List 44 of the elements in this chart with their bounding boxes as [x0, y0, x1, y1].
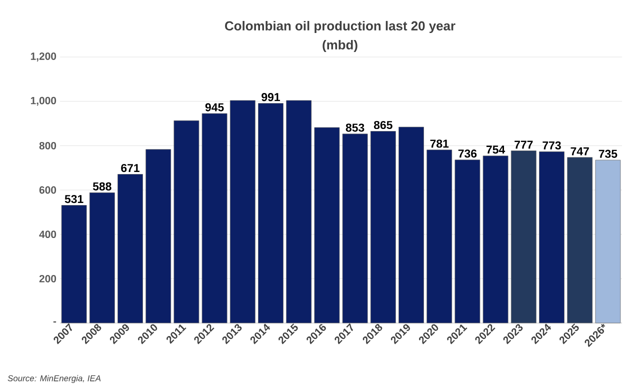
chart-subtitle: (mbd) — [322, 40, 358, 52]
data-label: 735 — [598, 150, 618, 158]
bar — [286, 100, 312, 324]
bar — [370, 131, 396, 324]
data-label: 777 — [514, 140, 533, 149]
bar — [146, 149, 172, 324]
source-note: Source: MinEnergia, IEA — [8, 375, 101, 383]
bar — [342, 134, 368, 324]
y-tick-label: - — [53, 321, 56, 323]
bar — [539, 151, 564, 324]
data-label: 773 — [542, 141, 561, 150]
bar — [454, 160, 480, 324]
y-tick-label: 1,000 — [30, 96, 56, 106]
data-label: 781 — [430, 140, 449, 148]
y-tick-label: 800 — [39, 142, 56, 150]
data-label: 853 — [346, 124, 364, 132]
y-tick-label: 600 — [39, 186, 56, 194]
bar — [61, 205, 87, 324]
bar — [595, 160, 621, 324]
bar — [510, 150, 536, 324]
bar — [482, 156, 508, 324]
y-tick-label: 1,200 — [30, 52, 56, 62]
data-label: 531 — [64, 194, 84, 204]
y-tick-label: 400 — [39, 230, 56, 238]
y-tick-label: 200 — [39, 274, 56, 282]
bar — [118, 174, 143, 324]
data-label: 991 — [262, 93, 280, 102]
data-label: 736 — [458, 150, 477, 158]
data-label: 747 — [570, 147, 589, 156]
bar — [258, 103, 284, 324]
chart-title: Colombian oil production last 20 year — [225, 20, 456, 34]
bar — [567, 157, 593, 324]
data-label: 588 — [92, 182, 112, 190]
bar — [426, 150, 452, 324]
data-label: 754 — [486, 146, 506, 154]
data-label: 945 — [205, 103, 224, 112]
bar — [314, 127, 340, 324]
bar — [174, 120, 200, 324]
data-label: 671 — [121, 164, 140, 172]
bar — [89, 192, 115, 324]
bar — [398, 126, 424, 324]
bar — [230, 100, 256, 324]
bar — [202, 113, 228, 324]
data-label: 865 — [374, 120, 392, 130]
